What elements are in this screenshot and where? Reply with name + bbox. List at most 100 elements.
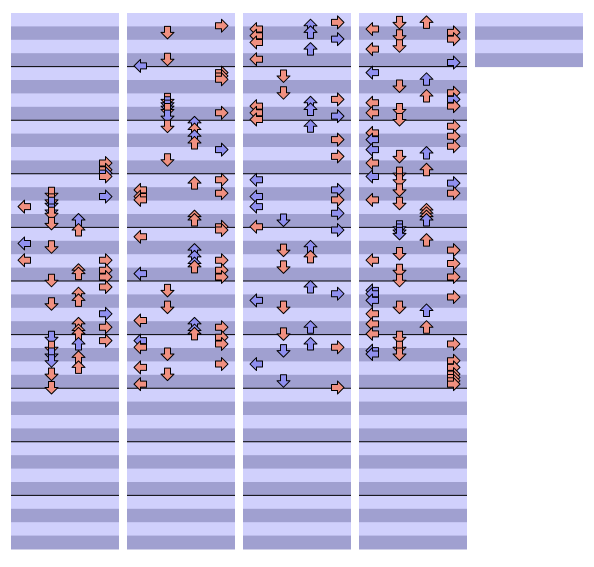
beat-stripe bbox=[243, 374, 351, 389]
beat-stripe bbox=[127, 53, 235, 68]
beat-stripe bbox=[11, 522, 119, 537]
beat-stripe bbox=[11, 133, 119, 148]
beat-stripe bbox=[243, 334, 351, 349]
beat-stripe bbox=[243, 214, 351, 228]
beat-stripe bbox=[127, 522, 235, 537]
beat-stripe bbox=[11, 93, 119, 108]
beat-stripe bbox=[359, 401, 467, 416]
beat-stripe bbox=[11, 495, 119, 510]
beat-stripe bbox=[475, 39, 583, 54]
beat-stripe bbox=[243, 227, 351, 242]
beat-stripe bbox=[127, 348, 235, 362]
beat-stripe bbox=[11, 415, 119, 429]
beat-stripe bbox=[359, 160, 467, 175]
beat-stripe bbox=[11, 147, 119, 161]
beat-stripe bbox=[127, 147, 235, 161]
beat-stripe bbox=[359, 39, 467, 54]
beat-stripe bbox=[243, 294, 351, 309]
beat-stripe bbox=[11, 428, 119, 443]
beat-stripe bbox=[11, 80, 119, 94]
beat-stripe bbox=[127, 93, 235, 108]
beat-stripe bbox=[11, 13, 119, 27]
beat-stripe bbox=[359, 133, 467, 148]
beat-stripe bbox=[359, 281, 467, 295]
beat-stripe bbox=[127, 39, 235, 54]
beat-stripe bbox=[11, 361, 119, 376]
beat-stripe bbox=[243, 133, 351, 148]
beat-stripe bbox=[359, 321, 467, 336]
beat-stripe bbox=[11, 187, 119, 202]
beat-stripe bbox=[11, 468, 119, 483]
beat-stripe bbox=[11, 106, 119, 121]
beat-stripe bbox=[127, 240, 235, 255]
beat-stripe bbox=[127, 321, 235, 336]
beat-stripe bbox=[127, 307, 235, 322]
beat-stripe bbox=[11, 66, 119, 81]
beat-stripe bbox=[243, 415, 351, 429]
beat-stripe bbox=[127, 455, 235, 470]
beat-stripe bbox=[359, 535, 467, 550]
beat-stripe bbox=[11, 254, 119, 269]
beat-stripe bbox=[243, 361, 351, 376]
beat-stripe bbox=[243, 93, 351, 108]
beat-stripe bbox=[359, 267, 467, 282]
beat-stripe bbox=[127, 334, 235, 349]
beat-stripe bbox=[127, 227, 235, 242]
beat-stripe bbox=[359, 66, 467, 81]
beat-stripe bbox=[359, 214, 467, 228]
beat-stripe bbox=[127, 187, 235, 202]
beat-stripe bbox=[243, 173, 351, 188]
beat-stripe bbox=[243, 120, 351, 135]
beat-stripe bbox=[243, 26, 351, 41]
beat-stripe bbox=[11, 173, 119, 188]
beat-stripe bbox=[127, 160, 235, 175]
beat-stripe bbox=[359, 227, 467, 242]
beat-stripe bbox=[11, 401, 119, 416]
beat-stripe bbox=[11, 160, 119, 175]
beat-stripe bbox=[243, 281, 351, 295]
beat-stripe bbox=[359, 93, 467, 108]
beat-stripe bbox=[243, 388, 351, 403]
beat-stripe bbox=[11, 334, 119, 349]
beat-stripe bbox=[127, 374, 235, 389]
beat-stripe bbox=[11, 267, 119, 282]
beat-stripe bbox=[127, 294, 235, 309]
beat-stripe bbox=[11, 388, 119, 403]
beat-stripe bbox=[359, 428, 467, 443]
beat-stripe bbox=[243, 254, 351, 269]
beat-stripe bbox=[127, 267, 235, 282]
beat-stripe bbox=[127, 388, 235, 403]
beat-stripe bbox=[243, 66, 351, 81]
beat-stripe bbox=[127, 428, 235, 443]
beat-stripe bbox=[127, 281, 235, 295]
beat-stripe bbox=[11, 321, 119, 336]
beat-stripe bbox=[359, 374, 467, 389]
beat-stripe bbox=[11, 455, 119, 470]
beat-stripe bbox=[127, 214, 235, 228]
beat-stripe bbox=[359, 334, 467, 349]
beat-stripe bbox=[359, 254, 467, 269]
beat-stripe bbox=[11, 39, 119, 54]
beat-stripe bbox=[243, 147, 351, 161]
beat-stripe bbox=[127, 508, 235, 523]
beat-stripe bbox=[243, 495, 351, 510]
beat-stripe bbox=[11, 227, 119, 242]
beat-stripe bbox=[359, 80, 467, 94]
beat-stripe bbox=[359, 240, 467, 255]
beat-stripe bbox=[243, 240, 351, 255]
beat-stripe bbox=[359, 173, 467, 188]
beat-stripe bbox=[243, 455, 351, 470]
beat-stripe bbox=[359, 468, 467, 483]
beat-stripe bbox=[359, 26, 467, 41]
chart-columns bbox=[11, 13, 583, 550]
beat-stripe bbox=[243, 80, 351, 94]
beat-stripe bbox=[243, 441, 351, 456]
beat-stripe bbox=[127, 66, 235, 81]
beat-stripe bbox=[127, 133, 235, 148]
chart-column-1 bbox=[11, 13, 119, 550]
beat-stripe bbox=[359, 441, 467, 456]
beat-stripe bbox=[359, 307, 467, 322]
beat-stripe bbox=[11, 482, 119, 496]
beat-stripe bbox=[359, 508, 467, 523]
beat-stripe bbox=[359, 120, 467, 135]
